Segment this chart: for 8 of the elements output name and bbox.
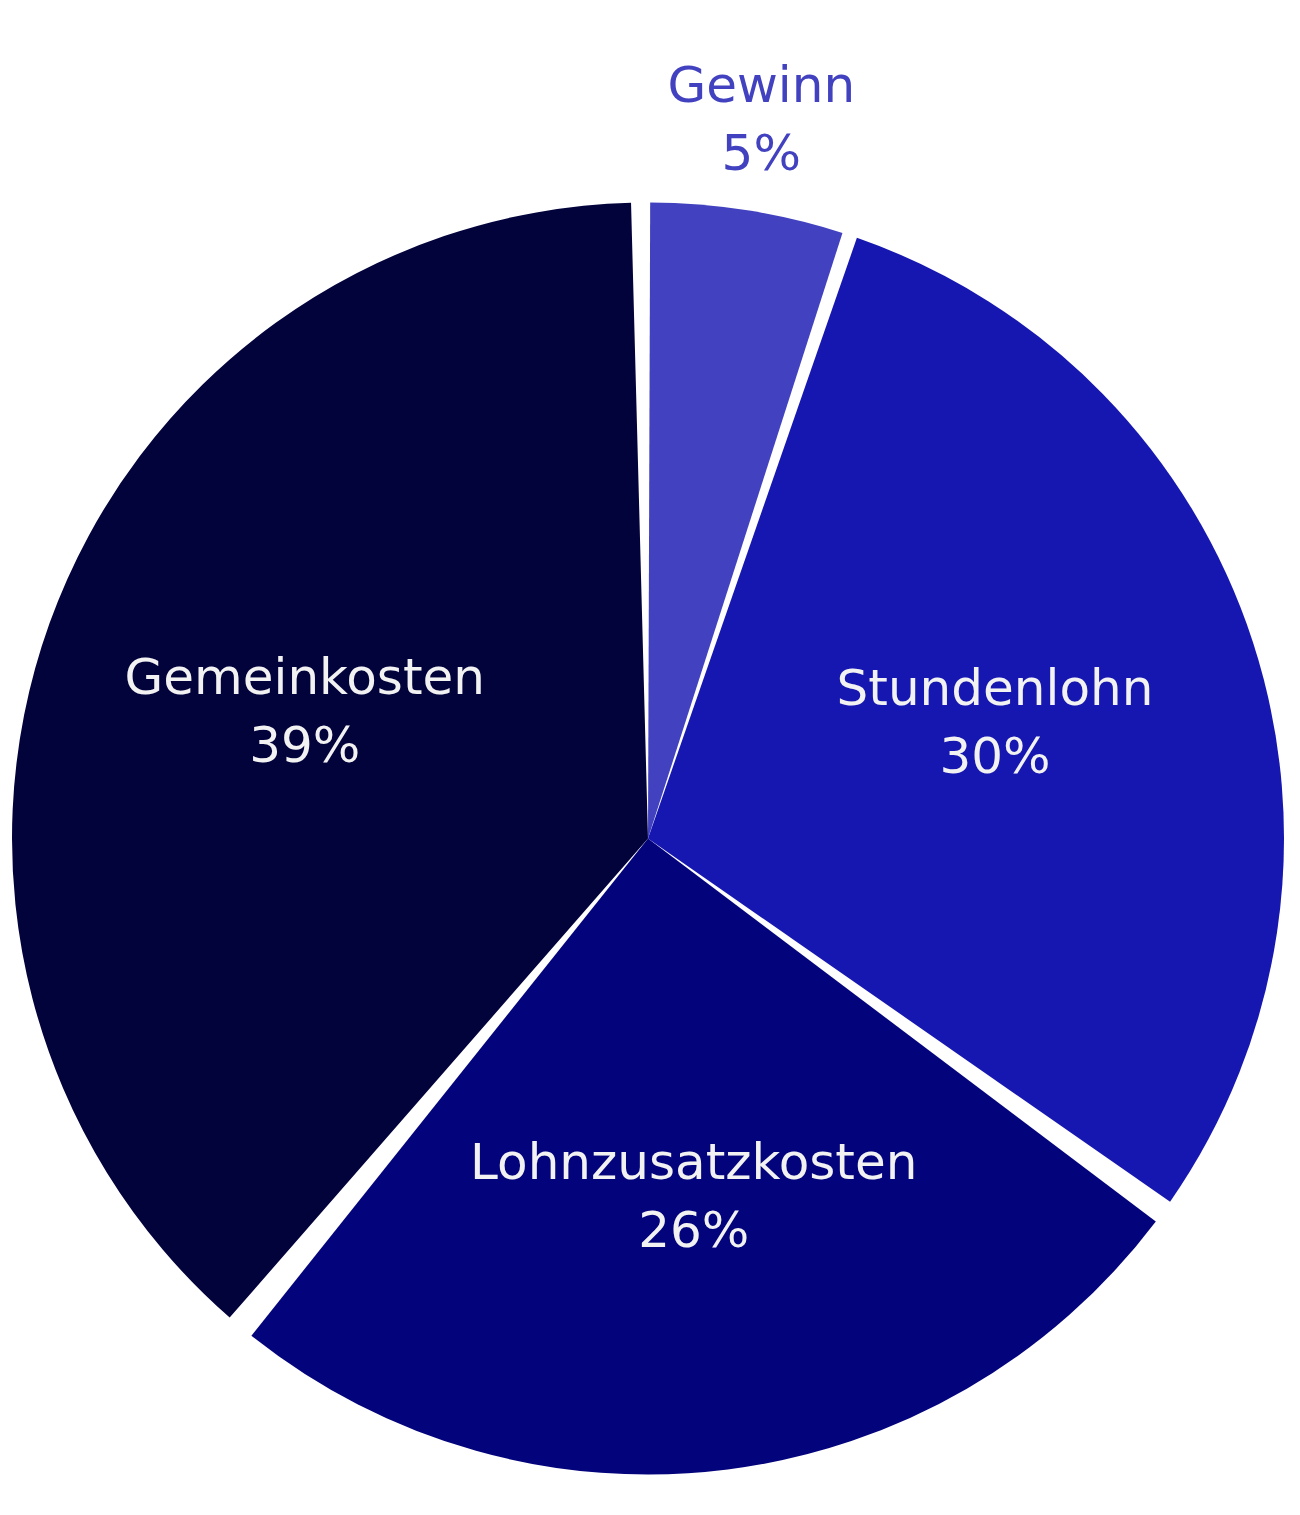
slice-label: Stundenlohn <box>836 658 1154 717</box>
slice-label: Lohnzusatzkosten <box>470 1133 918 1192</box>
data-label: 26% <box>638 1201 750 1260</box>
data-label: 30% <box>939 726 1051 785</box>
slice-label: Gemeinkosten <box>124 647 485 706</box>
slice-label: Gewinn <box>667 56 856 115</box>
data-label: 5% <box>721 124 801 183</box>
data-label: 39% <box>249 715 361 774</box>
